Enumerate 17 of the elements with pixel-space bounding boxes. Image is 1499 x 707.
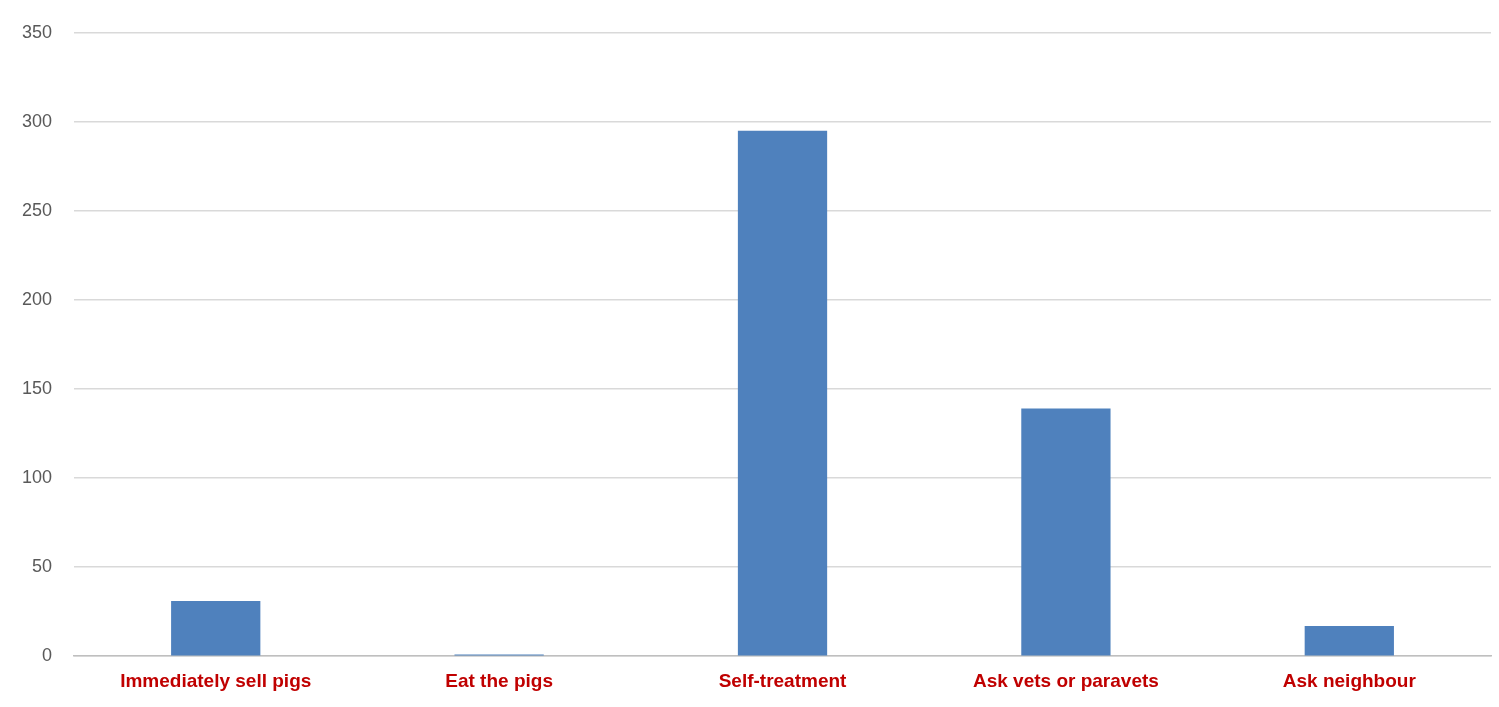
x-tick-label: Immediately sell pigs: [120, 669, 312, 691]
x-tick-label: Eat the pigs: [445, 669, 553, 691]
bar: [171, 600, 261, 656]
bar: [1021, 408, 1111, 656]
bar: [1304, 625, 1394, 656]
y-tick-label: 50: [32, 556, 53, 577]
bar: [737, 130, 828, 656]
y-tick-label: 300: [21, 110, 53, 131]
y-tick-label: 200: [21, 288, 53, 309]
x-tick-label: Ask vets or paravets: [972, 669, 1159, 691]
x-tick-label: Ask neighbour: [1282, 669, 1417, 691]
y-tick-label: 0: [42, 645, 53, 666]
y-tick-label: 100: [21, 467, 53, 488]
y-tick-label: 250: [21, 199, 53, 220]
y-tick-label: 350: [21, 21, 53, 42]
y-tick-label: 150: [21, 378, 53, 398]
x-tick-label: Self-treatment: [718, 669, 848, 691]
